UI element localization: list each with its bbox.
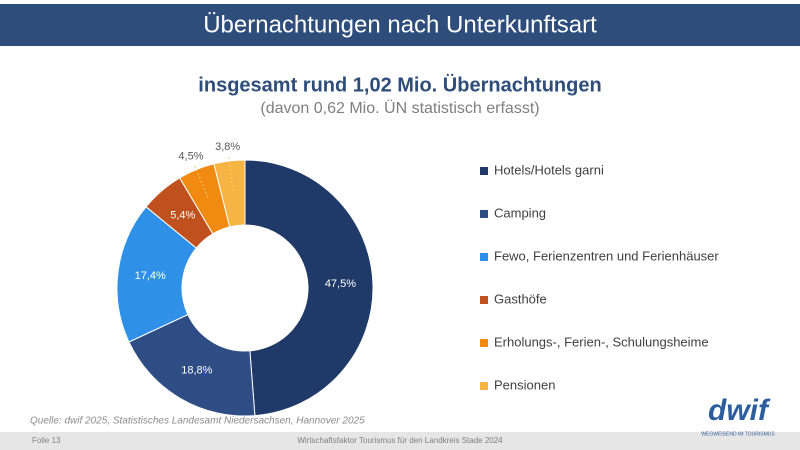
legend-label: Erholungs-, Ferien-, Schulungsheime [494, 334, 709, 349]
legend-swatch [480, 339, 488, 347]
legend-label: Gasthöfe [494, 291, 547, 306]
data-label: 18,8% [181, 364, 212, 376]
legend-label: Fewo, Ferienzentren und Ferienhäuser [494, 248, 719, 263]
legend-swatch [480, 382, 488, 390]
footer-slide: Folie 13 [32, 436, 61, 445]
source-note: Quelle: dwif 2025, Statistisches Landesa… [30, 416, 365, 427]
legend-label: Camping [494, 205, 546, 220]
legend-swatch [480, 253, 488, 261]
donut-chart: 47,5% 18,8% 17,4% 5,4% 4,5% 3,8% Hotels/Hotels… [116, 141, 719, 417]
donut-segment [128, 313, 256, 417]
donut-segment [213, 159, 246, 228]
legend-swatch [480, 296, 488, 304]
chart-title: insgesamt rund 1,02 Mio. Übernachtungen [198, 73, 601, 96]
data-label: 47,5% [325, 278, 356, 290]
leader-line [193, 163, 209, 198]
donut-segment [116, 206, 197, 343]
footer-text: Wirtschaftsfaktor Tourismus für den Land… [297, 436, 503, 445]
data-label: 5,4% [170, 209, 195, 221]
logo-tagline: WEGWEISEND IM TOURISMUS [701, 431, 775, 437]
legend-swatch [480, 167, 488, 175]
legend-label: Hotels/Hotels garni [494, 162, 604, 177]
data-label: 17,4% [135, 270, 166, 282]
legend-swatch [480, 210, 488, 218]
header-bar [0, 4, 800, 46]
donut-segment [244, 159, 374, 417]
logo: dwif [708, 394, 771, 427]
data-label: 4,5% [178, 151, 203, 163]
chart-subtitle: (davon 0,62 Mio. ÜN statistisch erfasst) [260, 99, 539, 117]
leader-line [228, 154, 234, 191]
slide-title: Übernachtungen nach Unterkunftsart [203, 11, 597, 38]
data-label: 3,8% [215, 141, 240, 153]
legend-label: Pensionen [494, 377, 555, 392]
footer-bar [0, 432, 800, 450]
